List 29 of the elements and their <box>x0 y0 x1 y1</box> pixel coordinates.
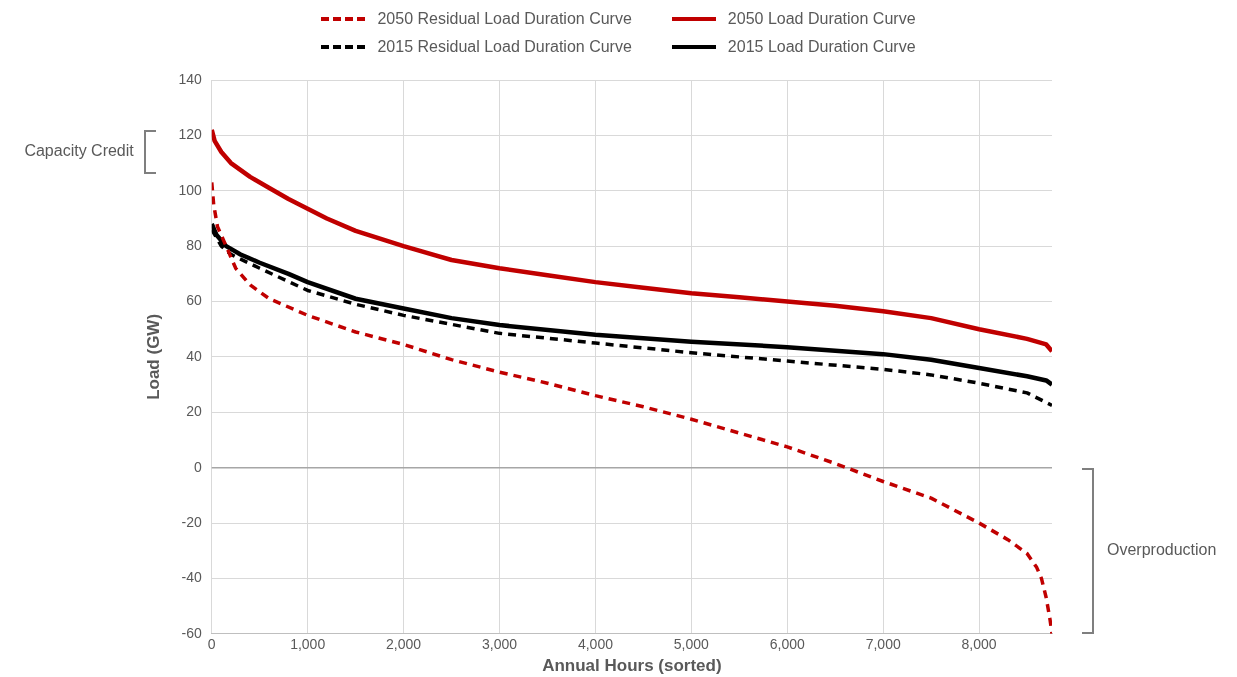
x-tick-label: 5,000 <box>673 636 710 653</box>
y-tick-label: 40 <box>186 347 202 364</box>
y-tick-label: -60 <box>181 624 202 641</box>
legend-label: 2015 Load Duration Curve <box>727 38 916 56</box>
text: Overproduction <box>1107 540 1217 559</box>
x-tick-label: 4,000 <box>577 636 614 653</box>
x-tick-label: 0 <box>207 636 216 653</box>
legend-label: 2050 Load Duration Curve <box>727 10 916 28</box>
x-tick-label: 2,000 <box>386 636 422 653</box>
x-tick-label: 1,000 <box>290 636 326 653</box>
line-series <box>211 180 1052 634</box>
x-tick-label: 8,000 <box>961 636 997 653</box>
y-tick-label: 140 <box>178 70 202 87</box>
x-tick-label: 6,000 <box>769 636 805 653</box>
y-tick-label: 0 <box>193 458 202 475</box>
legend-label: 2050 Residual Load Duration Curve <box>377 10 632 28</box>
x-tick-label: 7,000 <box>865 636 901 653</box>
y-tick-label: 20 <box>186 403 202 420</box>
y-tick-label: 80 <box>186 237 202 253</box>
x-axis-title: Annual Hours (sorted) <box>542 656 722 676</box>
text: Capacity Credit <box>24 141 134 160</box>
y-axis-title: Load (GW) <box>143 313 163 400</box>
y-tick-label: 100 <box>178 181 202 198</box>
y-tick-label: 120 <box>178 126 202 143</box>
x-tick-label: 3,000 <box>481 636 518 653</box>
y-tick-label: -40 <box>181 569 202 586</box>
legend-label: 2015 Residual Load Duration Curve <box>377 38 632 56</box>
y-tick-label: 60 <box>186 292 202 309</box>
y-tick-label: -20 <box>181 513 202 530</box>
